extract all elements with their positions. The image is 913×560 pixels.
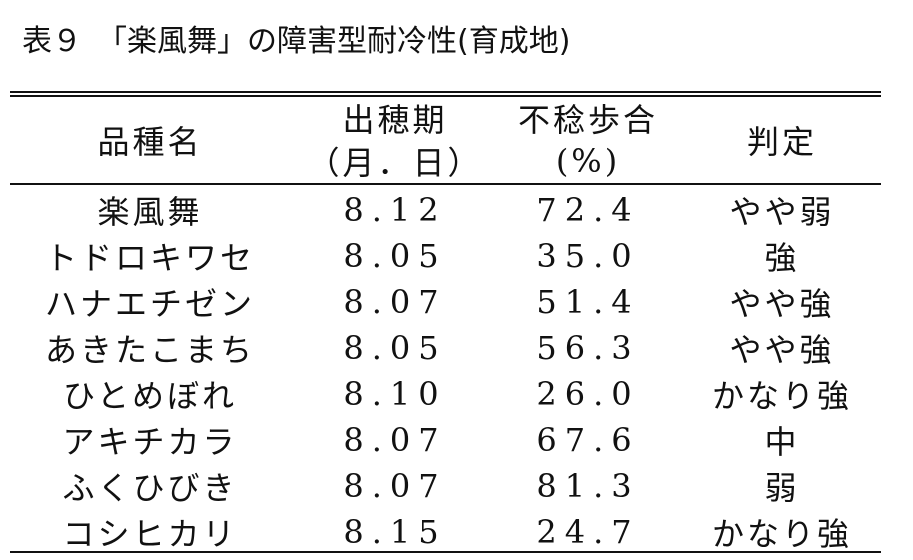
table-cell: 81.3 (536, 467, 640, 505)
title: 表９ 「楽風舞」の障害型耐冷性(育成地) (22, 24, 571, 59)
table-cell: 8.07 (343, 467, 447, 505)
header-rule (10, 183, 881, 185)
table-cell: 35.0 (536, 237, 640, 275)
top-rule (10, 91, 881, 93)
column-header: 不稔歩合 (517, 101, 659, 139)
table-cell: アキチカラ (62, 423, 238, 461)
table-cell: ハナエチゼン (44, 285, 256, 323)
table-cell: コシヒカリ (62, 515, 238, 553)
table-cell: やや弱 (729, 193, 835, 231)
column-subheader: (%) (555, 142, 621, 180)
table-cell: やや強 (729, 285, 835, 323)
table-cell: 24.7 (536, 513, 640, 551)
table-cell: ふくひびき (62, 469, 238, 507)
column-subheader: （月．日） (307, 144, 483, 182)
table-cell: 56.3 (536, 329, 640, 367)
top-rule (10, 95, 881, 97)
table-cell: あきたこまち (44, 331, 256, 369)
table-cell: 強 (764, 239, 800, 277)
table-cell: かなり強 (711, 515, 853, 553)
table-cell: やや強 (729, 331, 835, 369)
table-cell: 67.6 (536, 421, 640, 459)
table-cell: 51.4 (536, 283, 640, 321)
table-cell: 8.07 (343, 283, 447, 321)
table-cell: 楽風舞 (97, 193, 203, 231)
table-cell: ひとめぼれ (62, 377, 238, 415)
table-cell: 8.05 (343, 237, 447, 275)
table-cell: 26.0 (536, 375, 640, 413)
table-cell: 8.05 (343, 329, 447, 367)
table-cell: 8.10 (343, 375, 447, 413)
table-cell: 中 (764, 423, 800, 461)
column-header: 出穂期 (342, 101, 448, 139)
table-cell: 8.07 (343, 421, 447, 459)
column-header: 判定 (746, 123, 818, 161)
table-cell: かなり強 (711, 377, 853, 415)
table-cell: 72.4 (536, 191, 640, 229)
table-cell: トドロキワセ (44, 239, 256, 277)
bottom-rule (10, 551, 881, 553)
table-cell: 弱 (764, 469, 800, 507)
table-cell: 8.15 (343, 513, 447, 551)
table-cell: 8.12 (343, 191, 447, 229)
column-header: 品種名 (97, 123, 203, 161)
